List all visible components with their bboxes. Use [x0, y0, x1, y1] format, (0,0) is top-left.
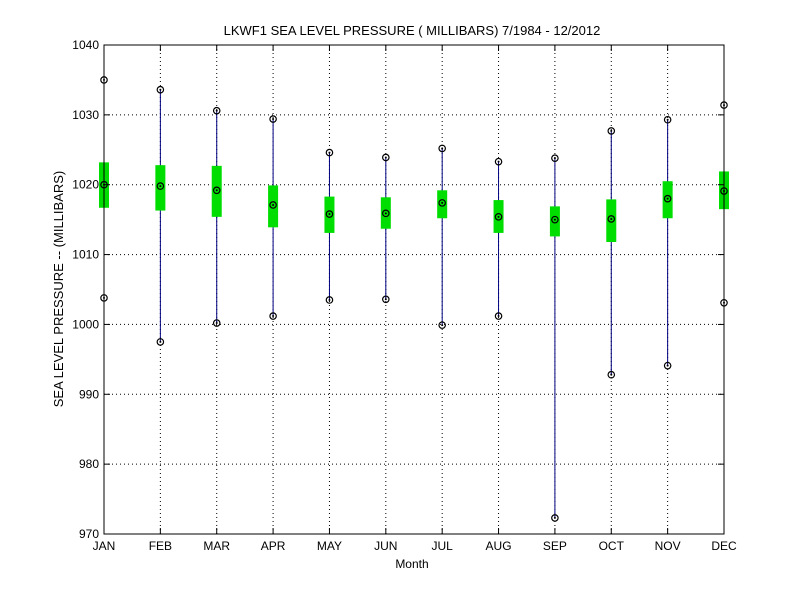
mean-marker — [269, 201, 277, 209]
y-tick-label: 1020 — [72, 178, 99, 192]
mean-marker — [438, 199, 446, 207]
min-marker — [156, 338, 165, 346]
max-marker — [156, 85, 165, 94]
max-marker-dot — [159, 88, 162, 91]
x-axis-label: Month — [395, 557, 428, 571]
chart-title: LKWF1 SEA LEVEL PRESSURE ( MILLIBARS) 7/… — [224, 23, 601, 38]
y-tick-label: 970 — [79, 527, 99, 541]
max-marker — [438, 144, 446, 153]
x-tick-label: NOV — [655, 539, 681, 553]
y-axis-label: SEA LEVEL PRESSURE -- (MILLIBARS) — [51, 171, 66, 407]
mean-marker-dot — [666, 197, 669, 200]
interquartile-box — [549, 206, 560, 237]
interquartile-box — [606, 199, 617, 242]
max-marker-dot — [553, 157, 556, 160]
min-marker-dot — [666, 364, 669, 367]
min-marker-dot — [441, 324, 444, 327]
max-marker-dot — [384, 156, 387, 159]
mean-marker-dot — [497, 215, 500, 218]
y-tick-label: 1040 — [72, 38, 99, 52]
mean-marker-dot — [610, 217, 613, 220]
mean-marker-dot — [384, 212, 387, 215]
min-marker — [438, 321, 446, 329]
y-tick-label: 980 — [79, 457, 99, 471]
min-marker-dot — [272, 315, 275, 318]
max-marker — [494, 157, 503, 166]
mean-marker-dot — [328, 213, 331, 216]
min-marker-dot — [159, 340, 162, 343]
x-tick-label: AUG — [486, 539, 512, 553]
y-tick-labels: 970 980 990 1000 1010 1020 1030 1040 — [72, 38, 99, 541]
max-marker — [212, 106, 221, 115]
x-tick-label: APR — [261, 539, 286, 553]
interquartile-box — [662, 181, 673, 219]
min-marker — [325, 296, 334, 304]
min-marker-dot — [553, 516, 556, 519]
interquartile-box — [155, 165, 166, 211]
max-marker-dot — [610, 129, 613, 132]
max-marker — [551, 154, 559, 162]
mean-marker — [663, 194, 672, 203]
axis-ticks — [103, 44, 725, 535]
mean-marker-dot — [553, 218, 556, 221]
min-marker — [607, 370, 616, 379]
mean-marker-dot — [272, 203, 275, 206]
x-tick-label: SEP — [543, 539, 567, 553]
min-marker-dot — [497, 315, 500, 318]
min-marker — [551, 514, 559, 522]
mean-marker — [156, 182, 165, 190]
x-tick-label: DEC — [711, 539, 737, 553]
min-marker-dot — [610, 373, 613, 376]
y-tick-label: 1030 — [72, 108, 99, 122]
interquartile-box — [437, 190, 448, 219]
max-marker — [382, 153, 390, 162]
mean-marker-dot — [441, 201, 444, 204]
min-marker — [212, 319, 221, 327]
mean-marker — [212, 186, 221, 195]
mean-marker — [494, 213, 503, 221]
mean-marker-dot — [215, 189, 218, 192]
max-marker-dot — [272, 118, 275, 121]
x-tick-label: MAR — [203, 539, 230, 553]
x-tick-labels: JAN FEB MAR APR MAY JUN JUL AUG SEP OCT NOV DEC — [93, 539, 737, 553]
max-marker — [325, 148, 334, 157]
min-marker-dot — [215, 322, 218, 325]
min-marker — [269, 312, 277, 320]
x-tick-label: JUN — [374, 539, 397, 553]
max-marker-dot — [497, 160, 500, 163]
max-marker — [269, 115, 277, 123]
x-tick-label: MAY — [317, 539, 342, 553]
x-tick-label: JAN — [93, 539, 116, 553]
mean-marker-dot — [159, 185, 162, 188]
min-marker — [382, 295, 390, 304]
x-tick-label: OCT — [599, 539, 625, 553]
mean-marker — [325, 210, 334, 218]
interquartile-box — [268, 185, 279, 228]
y-tick-label: 1010 — [72, 248, 99, 262]
mean-marker — [607, 215, 616, 223]
mean-marker — [382, 209, 390, 218]
min-marker — [663, 361, 672, 370]
x-tick-label: JUL — [432, 539, 454, 553]
max-marker-dot — [215, 109, 218, 112]
max-marker-dot — [328, 151, 331, 154]
max-marker-dot — [441, 147, 444, 150]
max-marker — [663, 115, 672, 124]
min-marker — [494, 312, 503, 320]
max-marker — [607, 127, 616, 135]
min-marker-dot — [384, 298, 387, 301]
mean-marker — [551, 215, 559, 224]
min-marker-dot — [328, 298, 331, 301]
y-tick-label: 990 — [79, 387, 99, 401]
x-tick-label: FEB — [149, 539, 172, 553]
plot-frame — [103, 44, 725, 535]
interquartile-box — [211, 165, 222, 217]
max-marker-dot — [666, 118, 669, 121]
y-tick-label: 1000 — [72, 317, 99, 331]
